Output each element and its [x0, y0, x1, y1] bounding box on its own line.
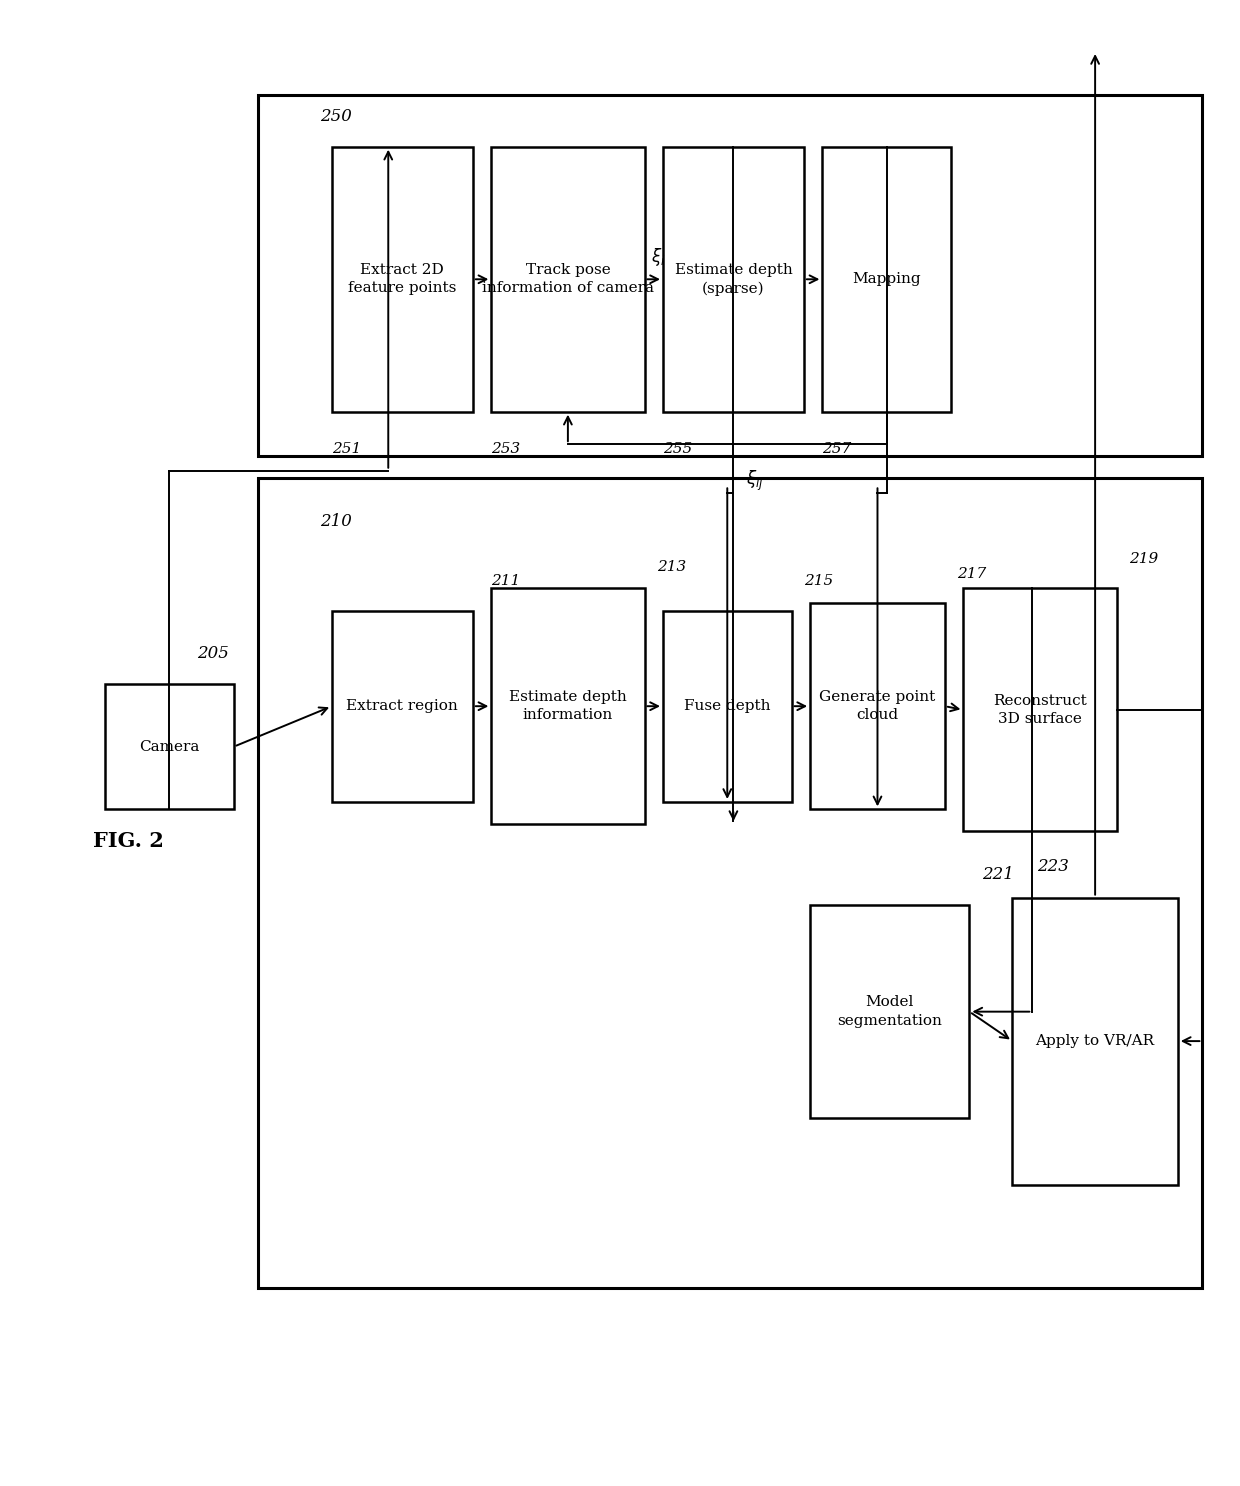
Text: $\xi_{ij}$: $\xi_{ij}$	[745, 470, 764, 493]
Text: FIG. 2: FIG. 2	[93, 831, 164, 851]
Text: Mapping: Mapping	[852, 272, 921, 287]
Bar	[963, 588, 1116, 831]
Text: 210: 210	[320, 513, 351, 529]
Bar	[810, 905, 970, 1119]
Text: 215: 215	[804, 575, 833, 588]
Bar	[332, 147, 472, 412]
Bar	[663, 147, 804, 412]
Text: 253: 253	[491, 441, 521, 456]
Text: Model
segmentation: Model segmentation	[837, 996, 942, 1028]
Bar	[663, 611, 791, 802]
Text: 251: 251	[332, 441, 361, 456]
Bar	[491, 147, 645, 412]
Text: 250: 250	[320, 107, 351, 125]
Text: 221: 221	[982, 866, 1013, 883]
Text: Apply to VR/AR: Apply to VR/AR	[1035, 1034, 1154, 1048]
Text: Camera: Camera	[139, 740, 200, 753]
Bar	[810, 603, 945, 810]
Text: 255: 255	[663, 441, 692, 456]
Bar	[491, 588, 645, 823]
Text: $\xi_i$: $\xi_i$	[651, 245, 665, 267]
Text: 205: 205	[197, 645, 229, 663]
Text: 213: 213	[657, 560, 686, 574]
Text: 211: 211	[491, 575, 521, 588]
Text: 223: 223	[1037, 859, 1069, 875]
Bar	[258, 95, 1203, 456]
Text: Generate point
cloud: Generate point cloud	[820, 690, 936, 722]
Bar	[1012, 898, 1178, 1184]
Text: Extract region: Extract region	[346, 700, 459, 713]
Text: Estimate depth
information: Estimate depth information	[508, 690, 626, 722]
Text: 217: 217	[957, 568, 987, 581]
Bar	[332, 611, 472, 802]
Text: 257: 257	[822, 441, 852, 456]
Text: Extract 2D
feature points: Extract 2D feature points	[348, 263, 456, 296]
Text: Estimate depth
(sparse): Estimate depth (sparse)	[675, 263, 792, 296]
Text: Track pose
information of camera: Track pose information of camera	[482, 263, 653, 296]
Bar	[822, 147, 951, 412]
Text: 219: 219	[1128, 553, 1158, 566]
Text: Fuse depth: Fuse depth	[684, 700, 770, 713]
Text: Reconstruct
3D surface: Reconstruct 3D surface	[993, 694, 1086, 727]
Bar	[258, 478, 1203, 1288]
Bar	[105, 684, 234, 810]
